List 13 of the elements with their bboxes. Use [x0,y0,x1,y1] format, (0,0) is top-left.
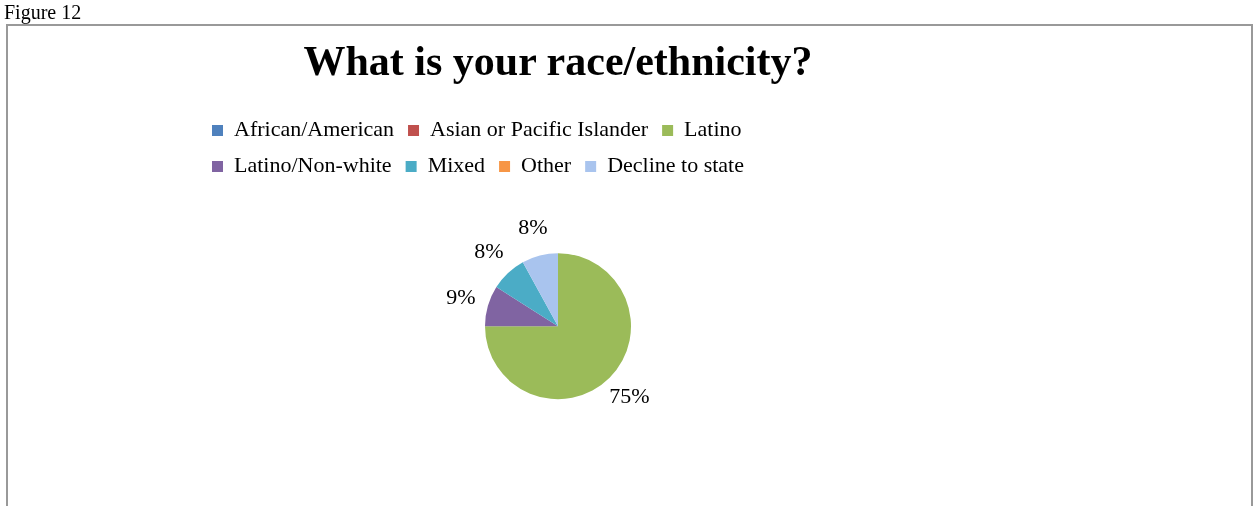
chart-title: What is your race/ethnicity? [303,38,813,85]
legend-label: Latino/Non-white [234,152,392,178]
data-label: 8% [518,214,548,240]
data-label: 8% [474,238,504,264]
data-label: 9% [446,283,476,309]
legend-label: Mixed [427,152,486,178]
legend-label: Latino [684,116,742,142]
legend-label: African/American [234,116,395,142]
caption: Figure 12 [4,1,82,23]
legend-label: Other [521,152,572,178]
data-label: 75% [609,383,650,409]
legend-label: Decline to state [607,152,744,178]
legend-label: Asian or Pacific Islander [430,116,649,142]
